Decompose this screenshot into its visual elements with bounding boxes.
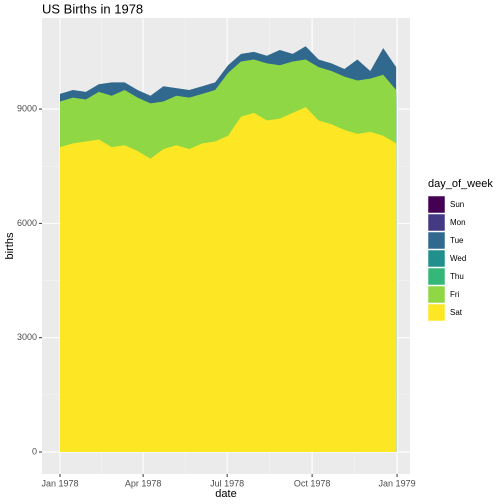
legend-key (427, 213, 446, 232)
legend-title: day_of_week (428, 178, 493, 190)
area (60, 107, 397, 453)
legend-label: Sat (450, 308, 463, 317)
legend-key (427, 231, 446, 250)
legend-label: Mon (450, 218, 466, 227)
legend-label: Thu (450, 272, 464, 281)
x-tick-label: Jul 1978 (210, 478, 244, 488)
y-axis-label: births (4, 232, 16, 259)
y-tick-label: 3000 (17, 332, 37, 342)
y-tick-label: 6000 (17, 218, 37, 228)
y-tick-label: 0 (32, 446, 37, 456)
x-tick-label: Jan 1978 (41, 478, 78, 488)
x-tick-label: Jan 1979 (379, 478, 416, 488)
legend-key (427, 303, 446, 322)
chart-title: US Births in 1978 (42, 1, 143, 16)
legend-key (427, 195, 446, 214)
x-axis-label: date (215, 488, 236, 500)
legend-key (427, 267, 446, 286)
x-tick-label: Apr 1978 (125, 478, 162, 488)
legend-label: Sun (450, 200, 464, 209)
legend-key (427, 249, 446, 268)
y-tick-label: 9000 (17, 103, 37, 113)
legend-label: Wed (450, 254, 466, 263)
x-tick-label: Oct 1978 (294, 478, 331, 488)
legend-label: Tue (450, 236, 464, 245)
legend-label: Fri (450, 290, 460, 299)
legend-key (427, 285, 446, 304)
